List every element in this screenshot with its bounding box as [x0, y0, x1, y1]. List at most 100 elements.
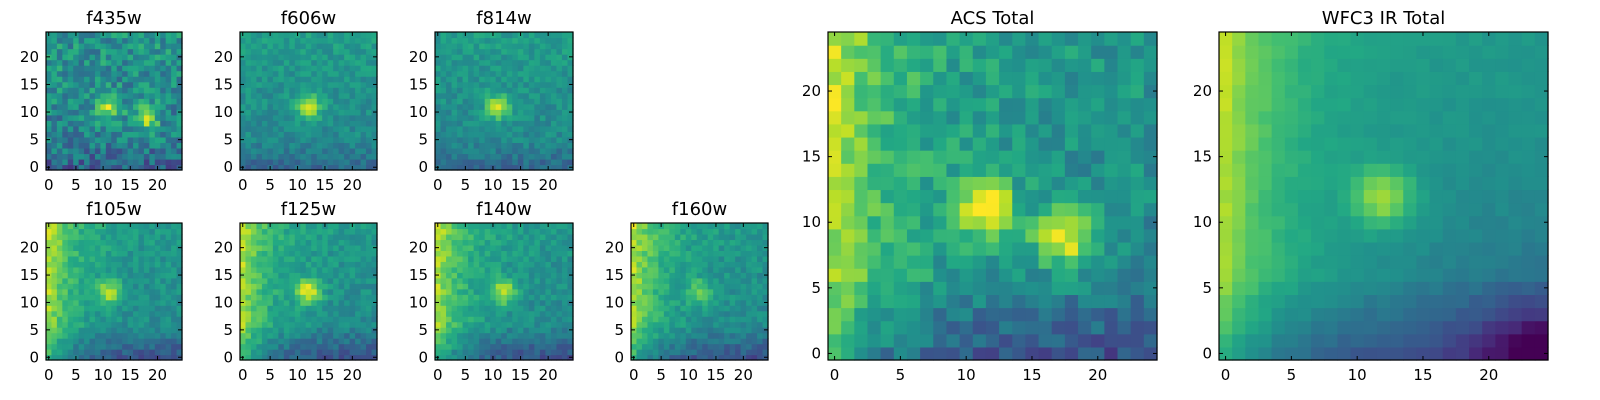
- heatmap-cell: [171, 32, 178, 39]
- heatmap-cell: [366, 153, 373, 160]
- heatmap-cell: [724, 327, 731, 334]
- heatmap-cell: [116, 43, 123, 50]
- heatmap-cell: [680, 223, 687, 230]
- heatmap-cell: [171, 354, 178, 361]
- heatmap-cell: [89, 305, 96, 312]
- heatmap-cell: [51, 223, 58, 230]
- heatmap-cell: [501, 65, 508, 72]
- heatmap-cell: [561, 277, 569, 284]
- heatmap-cell: [631, 316, 638, 323]
- heatmap-cell: [506, 299, 513, 306]
- heatmap-cell: [740, 294, 747, 301]
- heatmap-cell: [111, 228, 118, 235]
- heatmap-cell: [371, 32, 378, 39]
- heatmap-cell: [473, 76, 480, 83]
- heatmap-cell: [149, 32, 156, 39]
- heatmap-cell: [517, 70, 524, 77]
- heatmap-cell: [73, 277, 80, 284]
- heatmap-cell: [556, 255, 563, 262]
- heatmap-cell: [473, 65, 480, 72]
- heatmap-cell: [462, 228, 469, 235]
- heatmap-cell: [176, 70, 183, 77]
- heatmap-cell: [62, 37, 69, 44]
- heatmap-cell: [702, 338, 709, 345]
- heatmap-cell: [272, 54, 279, 61]
- heatmap-cell: [534, 43, 541, 50]
- heatmap-cell: [523, 277, 530, 284]
- heatmap-cell: [122, 65, 129, 72]
- heatmap-cell: [62, 131, 69, 138]
- heatmap-cell: [539, 277, 546, 284]
- heatmap-cell: [73, 59, 80, 66]
- heatmap-cell: [1078, 346, 1092, 361]
- heatmap-cell: [828, 268, 842, 282]
- heatmap-cell: [366, 32, 373, 39]
- heatmap-cell: [501, 228, 508, 235]
- heatmap-cell: [473, 32, 480, 39]
- heatmap-cell: [289, 327, 296, 334]
- heatmap-cell: [338, 76, 345, 83]
- heatmap-cell: [713, 266, 720, 273]
- heatmap-cell: [1038, 346, 1053, 361]
- heatmap-cell: [89, 70, 96, 77]
- heatmap-cell: [707, 288, 714, 295]
- heatmap-cell: [278, 125, 285, 132]
- heatmap-cell: [261, 338, 268, 345]
- heatmap-cell: [462, 233, 469, 241]
- heatmap-cell: [127, 142, 134, 149]
- heatmap-cell: [305, 142, 312, 149]
- heatmap-cell: [479, 223, 486, 230]
- heatmap-cell: [355, 92, 362, 99]
- heatmap-cell: [149, 164, 156, 171]
- heatmap-cell: [457, 299, 464, 306]
- heatmap-cell: [933, 307, 948, 322]
- heatmap-cell: [278, 164, 285, 171]
- heatmap-cell: [435, 158, 442, 166]
- heatmap-cell: [647, 299, 654, 306]
- heatmap-cell: [663, 255, 670, 262]
- heatmap-cell: [490, 43, 497, 50]
- heatmap-cell: [501, 316, 508, 323]
- heatmap-cell: [171, 321, 178, 328]
- heatmap-cell: [149, 283, 156, 290]
- heatmap-cell: [349, 277, 356, 284]
- heatmap-cell: [539, 87, 546, 94]
- heatmap-cell: [245, 136, 252, 143]
- heatmap-cell: [556, 266, 563, 273]
- heatmap-cell: [567, 316, 574, 323]
- heatmap-cell: [344, 114, 351, 121]
- heatmap-cell: [495, 164, 502, 171]
- heatmap-cell: [127, 109, 134, 116]
- heatmap-cell: [757, 261, 764, 268]
- heatmap-cell: [674, 321, 681, 328]
- heatmap-cell: [495, 92, 502, 99]
- heatmap-cell: [176, 158, 183, 166]
- heatmap-cell: [707, 255, 714, 262]
- heatmap-cell: [256, 136, 263, 143]
- heatmap-cell: [344, 98, 351, 105]
- heatmap-cell: [523, 87, 530, 94]
- heatmap-cell: [534, 54, 541, 61]
- heatmap-cell: [250, 114, 258, 121]
- heatmap-cell: [240, 131, 247, 138]
- heatmap-cell: [1025, 163, 1040, 177]
- heatmap-cell: [78, 136, 85, 143]
- heatmap-cell: [94, 294, 101, 301]
- heatmap-cell: [305, 81, 312, 88]
- heatmap-cell: [567, 239, 574, 246]
- heatmap-cell: [534, 233, 541, 241]
- heatmap-cell: [484, 277, 491, 284]
- heatmap-cell: [250, 37, 258, 44]
- heatmap-cell: [567, 70, 574, 77]
- heatmap-cell: [473, 299, 480, 306]
- heatmap-cell: [327, 120, 334, 127]
- heatmap-cell: [333, 114, 340, 121]
- heatmap-cell: [333, 81, 340, 88]
- heatmap-cell: [149, 54, 156, 61]
- heatmap-cell: [457, 233, 464, 241]
- heatmap-cell: [250, 98, 258, 105]
- heatmap-cell: [457, 305, 464, 312]
- heatmap-cell: [707, 310, 714, 317]
- x-tick-label: 15: [511, 176, 530, 194]
